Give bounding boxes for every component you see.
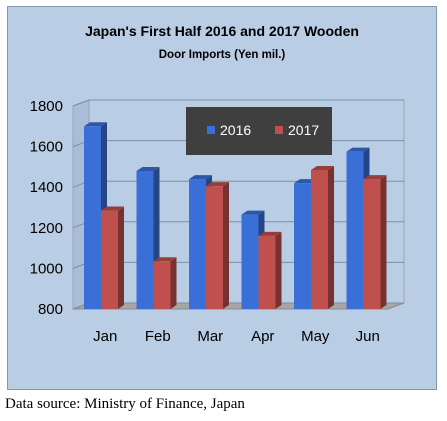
y-tick-label: 1400	[30, 179, 63, 196]
y-tick-label: 1600	[30, 139, 63, 156]
bar-2017-jan	[101, 210, 118, 309]
bar-2017-feb	[153, 261, 171, 309]
chart-subtitle: Door Imports (Yen mil.)	[158, 49, 286, 61]
legend-swatch-2017	[275, 126, 283, 134]
legend-swatch-2016	[207, 126, 215, 134]
bar-2016-mar	[189, 179, 206, 309]
x-tick-label: May	[301, 328, 330, 345]
bar-2017-may	[311, 169, 328, 309]
data-source-note: Data source: Ministry of Finance, Japan	[5, 396, 245, 412]
bar-2016-jan	[84, 126, 101, 309]
chart-title: Japan's First Half 2016 and 2017 Wooden	[85, 23, 359, 39]
x-tick-label: Apr	[251, 328, 274, 345]
bar-2016-jun	[346, 151, 364, 309]
bar-top-2017-jun	[363, 175, 387, 180]
bar-top-2017-feb	[153, 257, 177, 262]
legend-label-2016: 2016	[220, 122, 251, 138]
bar-side-2017-jan	[118, 206, 124, 309]
bar-2017-jun	[363, 179, 381, 309]
bar-top-2017-may	[311, 165, 334, 170]
gridline	[72, 99, 404, 107]
x-tick-label: Feb	[145, 328, 171, 345]
y-tick-label: 800	[38, 301, 63, 318]
bar-side-2017-jun	[380, 175, 387, 309]
bar-side-2017-mar	[223, 182, 229, 309]
x-tick-label: Jun	[356, 328, 380, 345]
bar-top-2016-feb	[136, 166, 160, 171]
bar-side-2017-apr	[275, 231, 282, 309]
bar-2016-feb	[136, 170, 154, 309]
y-tick-label: 1800	[30, 98, 63, 115]
bar-2017-mar	[206, 186, 223, 309]
bar-top-2016-jun	[346, 147, 370, 152]
bar-side-2017-may	[328, 165, 334, 309]
bar-2016-may	[294, 183, 311, 309]
bar-top-2016-jan	[84, 122, 107, 127]
y-tick-label: 1000	[30, 260, 63, 277]
legend-label-2017: 2017	[288, 122, 319, 138]
chart-plot: 800 1000 1200 1400 1600 1800 Jan Feb Mar Apr May Ju…	[30, 98, 405, 345]
bar-top-2016-mar	[189, 175, 212, 180]
bar-top-2017-jan	[101, 206, 124, 211]
bar-side-2017-feb	[170, 257, 177, 309]
bar-top-2017-apr	[258, 231, 282, 236]
bar-top-2017-mar	[206, 182, 229, 187]
bar-2017-apr	[258, 235, 276, 309]
bar-2016-apr	[241, 214, 259, 309]
bar-top-2016-apr	[241, 210, 265, 215]
x-tick-label: Mar	[197, 328, 223, 345]
y-tick-label: 1200	[30, 220, 63, 237]
x-tick-label: Jan	[93, 328, 117, 345]
chart-frame: Japan's First Half 2016 and 2017 Wooden …	[7, 6, 437, 390]
